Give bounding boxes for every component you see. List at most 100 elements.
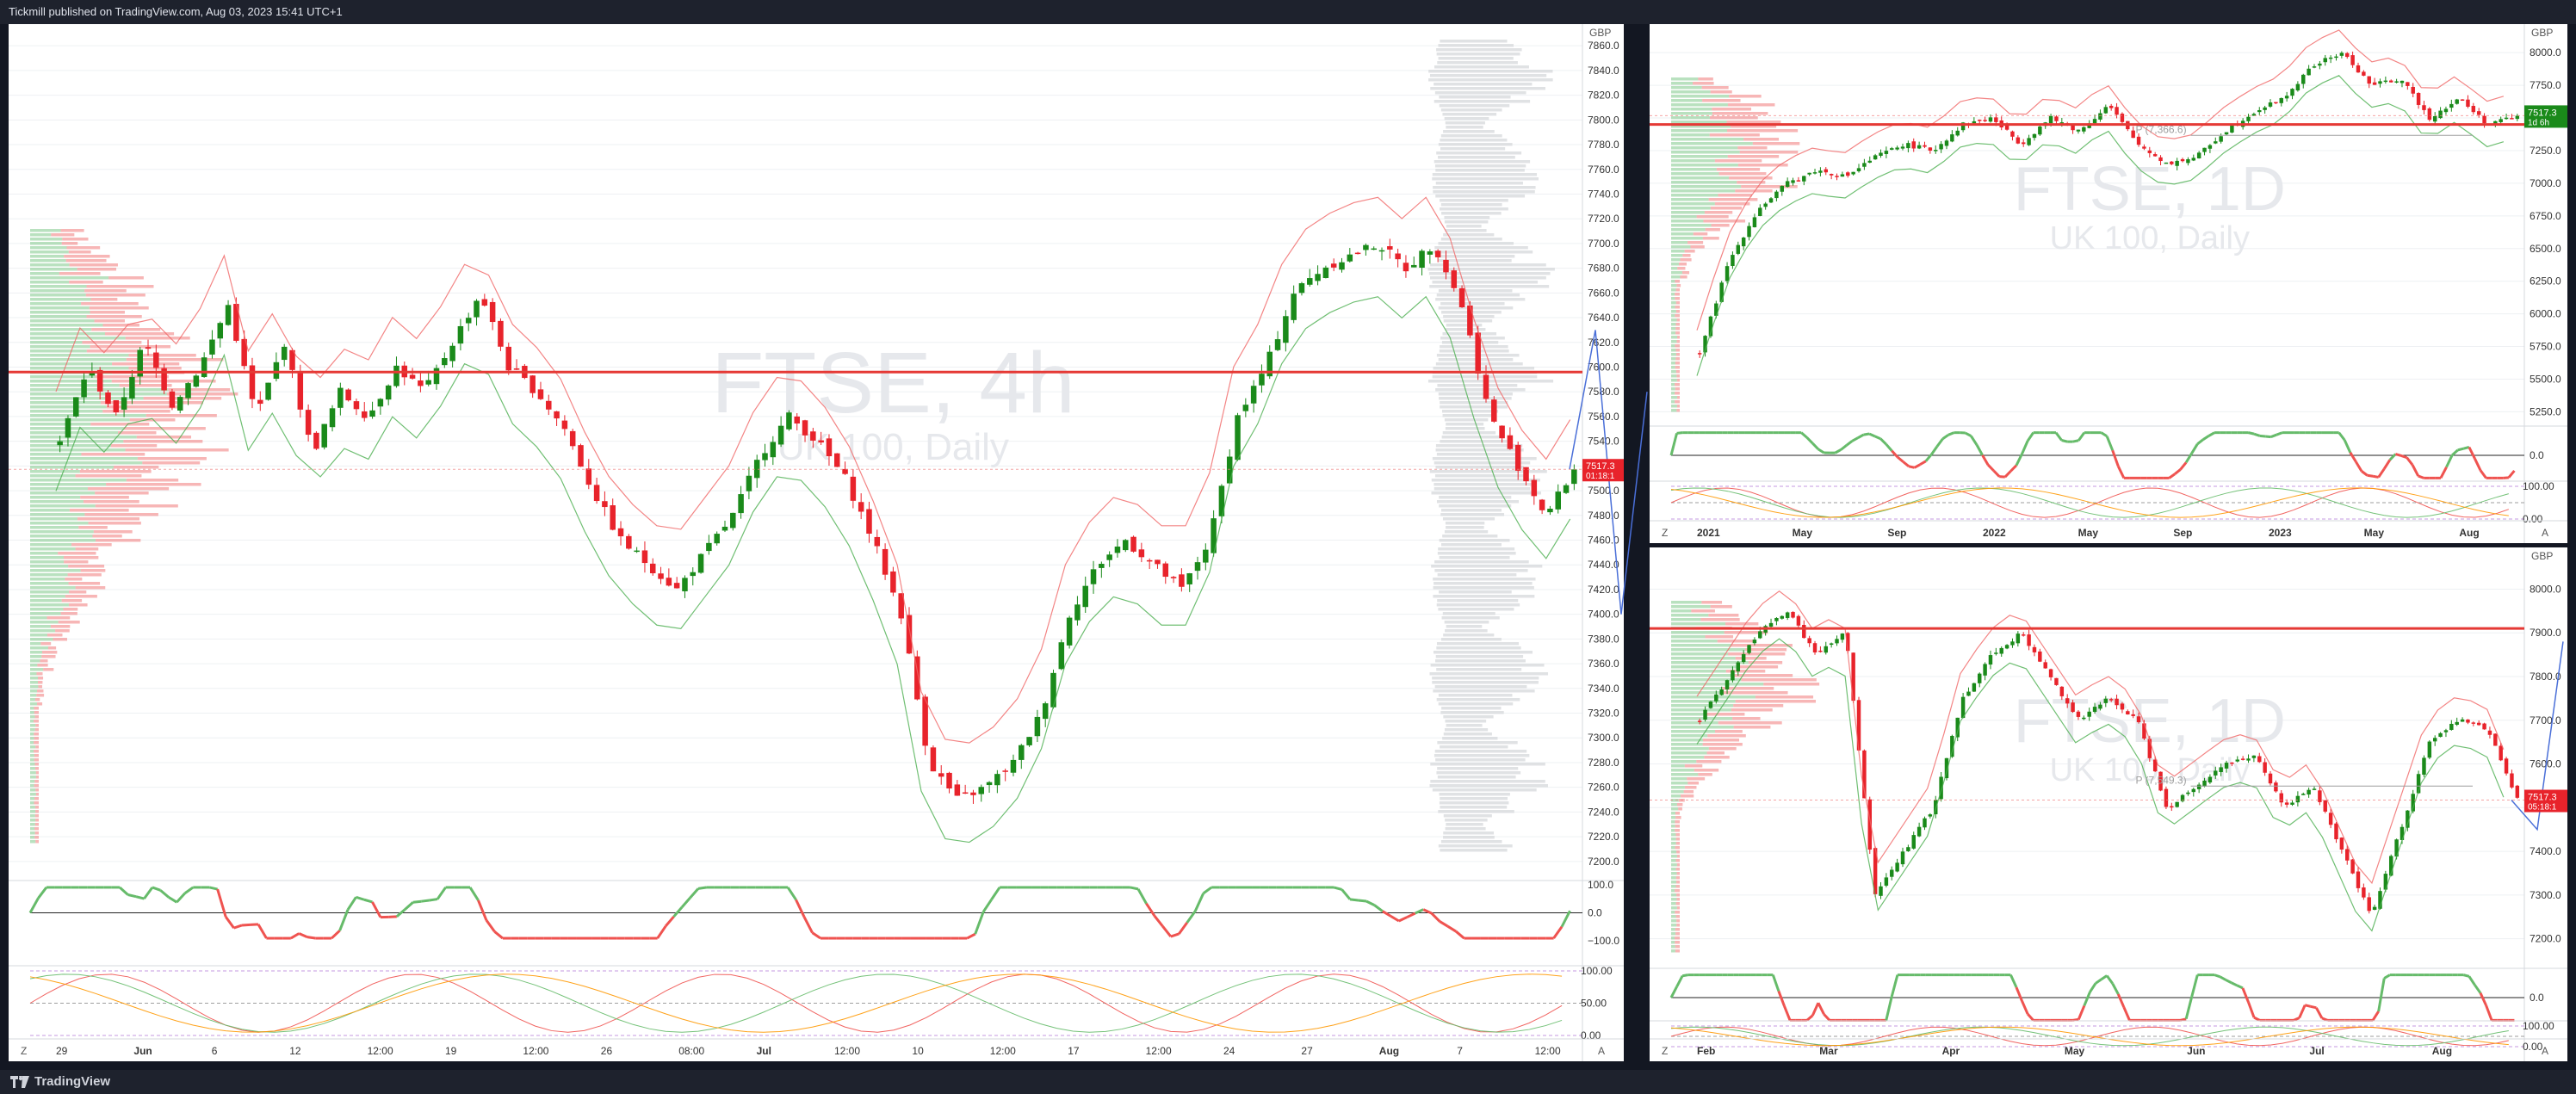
volume-profile-sell — [1675, 837, 1680, 841]
candle-body — [73, 397, 79, 417]
candle-body — [954, 784, 961, 796]
oscillator-line — [1446, 924, 1457, 933]
candle-body — [2312, 788, 2317, 790]
candle-body — [2224, 763, 2229, 769]
volume-profile-buy — [30, 784, 34, 788]
volume-profile-sell — [1752, 142, 1800, 145]
candle-body — [353, 401, 360, 410]
volume-profile-sell — [1733, 704, 1784, 708]
oscillator-line — [2015, 453, 2023, 467]
candle-body — [1856, 168, 1861, 171]
candle-body — [1895, 862, 1899, 872]
oscillator-line — [1398, 916, 1408, 923]
volume-profile-sell — [94, 319, 125, 323]
volume-profile-sell — [126, 358, 224, 362]
price-tick-label: 7900.0 — [2530, 627, 2561, 639]
candle-body — [842, 468, 848, 474]
candle-body — [1917, 145, 1922, 149]
volume-profile-buy — [1671, 885, 1676, 888]
candle-body — [1499, 425, 1505, 439]
volume-profile-sell — [1743, 138, 1780, 141]
volume-profile-sell — [1722, 687, 1774, 690]
price-tick-label: 7580.0 — [1588, 386, 1619, 398]
volume-profile-buy — [1671, 392, 1675, 395]
oscillator-line — [990, 887, 1001, 900]
volume-profile-session — [1435, 182, 1523, 185]
candle-body — [1307, 278, 1313, 285]
volume-profile-buy — [30, 509, 70, 512]
candle-body — [1719, 689, 1724, 695]
volume-profile-buy — [30, 401, 101, 405]
price-tick-label: 7540.0 — [1588, 436, 1619, 448]
candle-body — [1714, 694, 1718, 702]
volume-profile-sell — [71, 543, 112, 547]
tradingview-logo-icon[interactable] — [10, 1076, 29, 1088]
candle-body — [2251, 755, 2257, 758]
volume-profile-sell — [51, 233, 75, 237]
candle-body — [529, 375, 536, 393]
volume-profile-buy — [1671, 263, 1679, 266]
volume-profile-session — [1446, 823, 1483, 826]
volume-profile-sell — [90, 298, 118, 301]
oscillator-line — [1857, 433, 1865, 440]
candle-body — [1824, 169, 1829, 173]
candle-body — [2268, 773, 2273, 784]
oscillator-line — [1992, 469, 2001, 478]
oscillator-line — [208, 886, 218, 891]
candle-body — [1747, 226, 1751, 238]
volume-profile-sell — [1676, 872, 1680, 875]
candle-body — [1955, 130, 1960, 136]
volume-profile-sell — [41, 655, 56, 658]
trailing-stop-upper — [55, 196, 1571, 744]
volume-profile-session — [1436, 151, 1522, 155]
volume-profile-buy — [30, 431, 119, 435]
volume-profile-session — [1432, 173, 1538, 176]
volume-profile-sell — [108, 276, 144, 280]
volume-profile-sell — [34, 707, 39, 710]
pivot-label: P (7,366.6) — [2135, 123, 2186, 135]
volume-profile-sell — [90, 423, 150, 426]
candle-body — [2170, 806, 2174, 808]
volume-profile-buy — [30, 440, 124, 443]
volume-profile-sell — [1703, 219, 1746, 223]
price-tick-label: 7280.0 — [1588, 757, 1619, 769]
candle-body — [2152, 154, 2158, 157]
volume-profile-session — [1443, 715, 1494, 719]
volume-profile-sell — [1728, 652, 1786, 656]
candle-body — [1884, 877, 1889, 886]
volume-profile-sell — [1741, 185, 1798, 189]
volume-profile-session — [1435, 388, 1526, 392]
volume-profile-sell — [34, 732, 39, 736]
oscillator-line — [37, 887, 48, 899]
oscillator-line — [2077, 1004, 2086, 1020]
oscillator-line — [1333, 886, 1342, 891]
candle-body — [2476, 111, 2481, 115]
price-tick-label: 7600.0 — [1588, 361, 1619, 373]
volume-profile-session — [1430, 87, 1545, 90]
volume-profile-session — [1440, 401, 1508, 405]
candle-body — [1155, 559, 1161, 565]
oscillator-line — [1202, 886, 1213, 895]
oscillator-line — [477, 899, 488, 921]
oscillator-line — [1987, 464, 1995, 472]
volume-profile-session — [1440, 405, 1508, 409]
candle-body — [649, 563, 656, 574]
volume-profile-sell — [1680, 258, 1692, 262]
volume-profile-sell — [1709, 133, 1760, 137]
candle-body — [714, 534, 720, 544]
volume-profile-buy — [30, 526, 79, 529]
oscillator-tick-label: 100.0 — [1588, 879, 1613, 891]
time-tick-label: Sep — [1887, 527, 1906, 539]
volume-profile-sell — [35, 819, 39, 822]
volume-profile-buy — [30, 689, 38, 693]
candle-body — [113, 400, 120, 413]
oscillator-line — [2026, 1012, 2034, 1022]
volume-profile-session — [1429, 470, 1547, 473]
volume-profile-buy — [30, 414, 146, 417]
candle-body — [2318, 790, 2322, 802]
volume-profile-session — [1428, 78, 1553, 82]
oscillator-line — [1891, 449, 1899, 459]
oscillator-line — [2439, 466, 2448, 479]
volume-profile-buy — [1671, 340, 1677, 343]
volume-profile-buy — [30, 276, 109, 280]
